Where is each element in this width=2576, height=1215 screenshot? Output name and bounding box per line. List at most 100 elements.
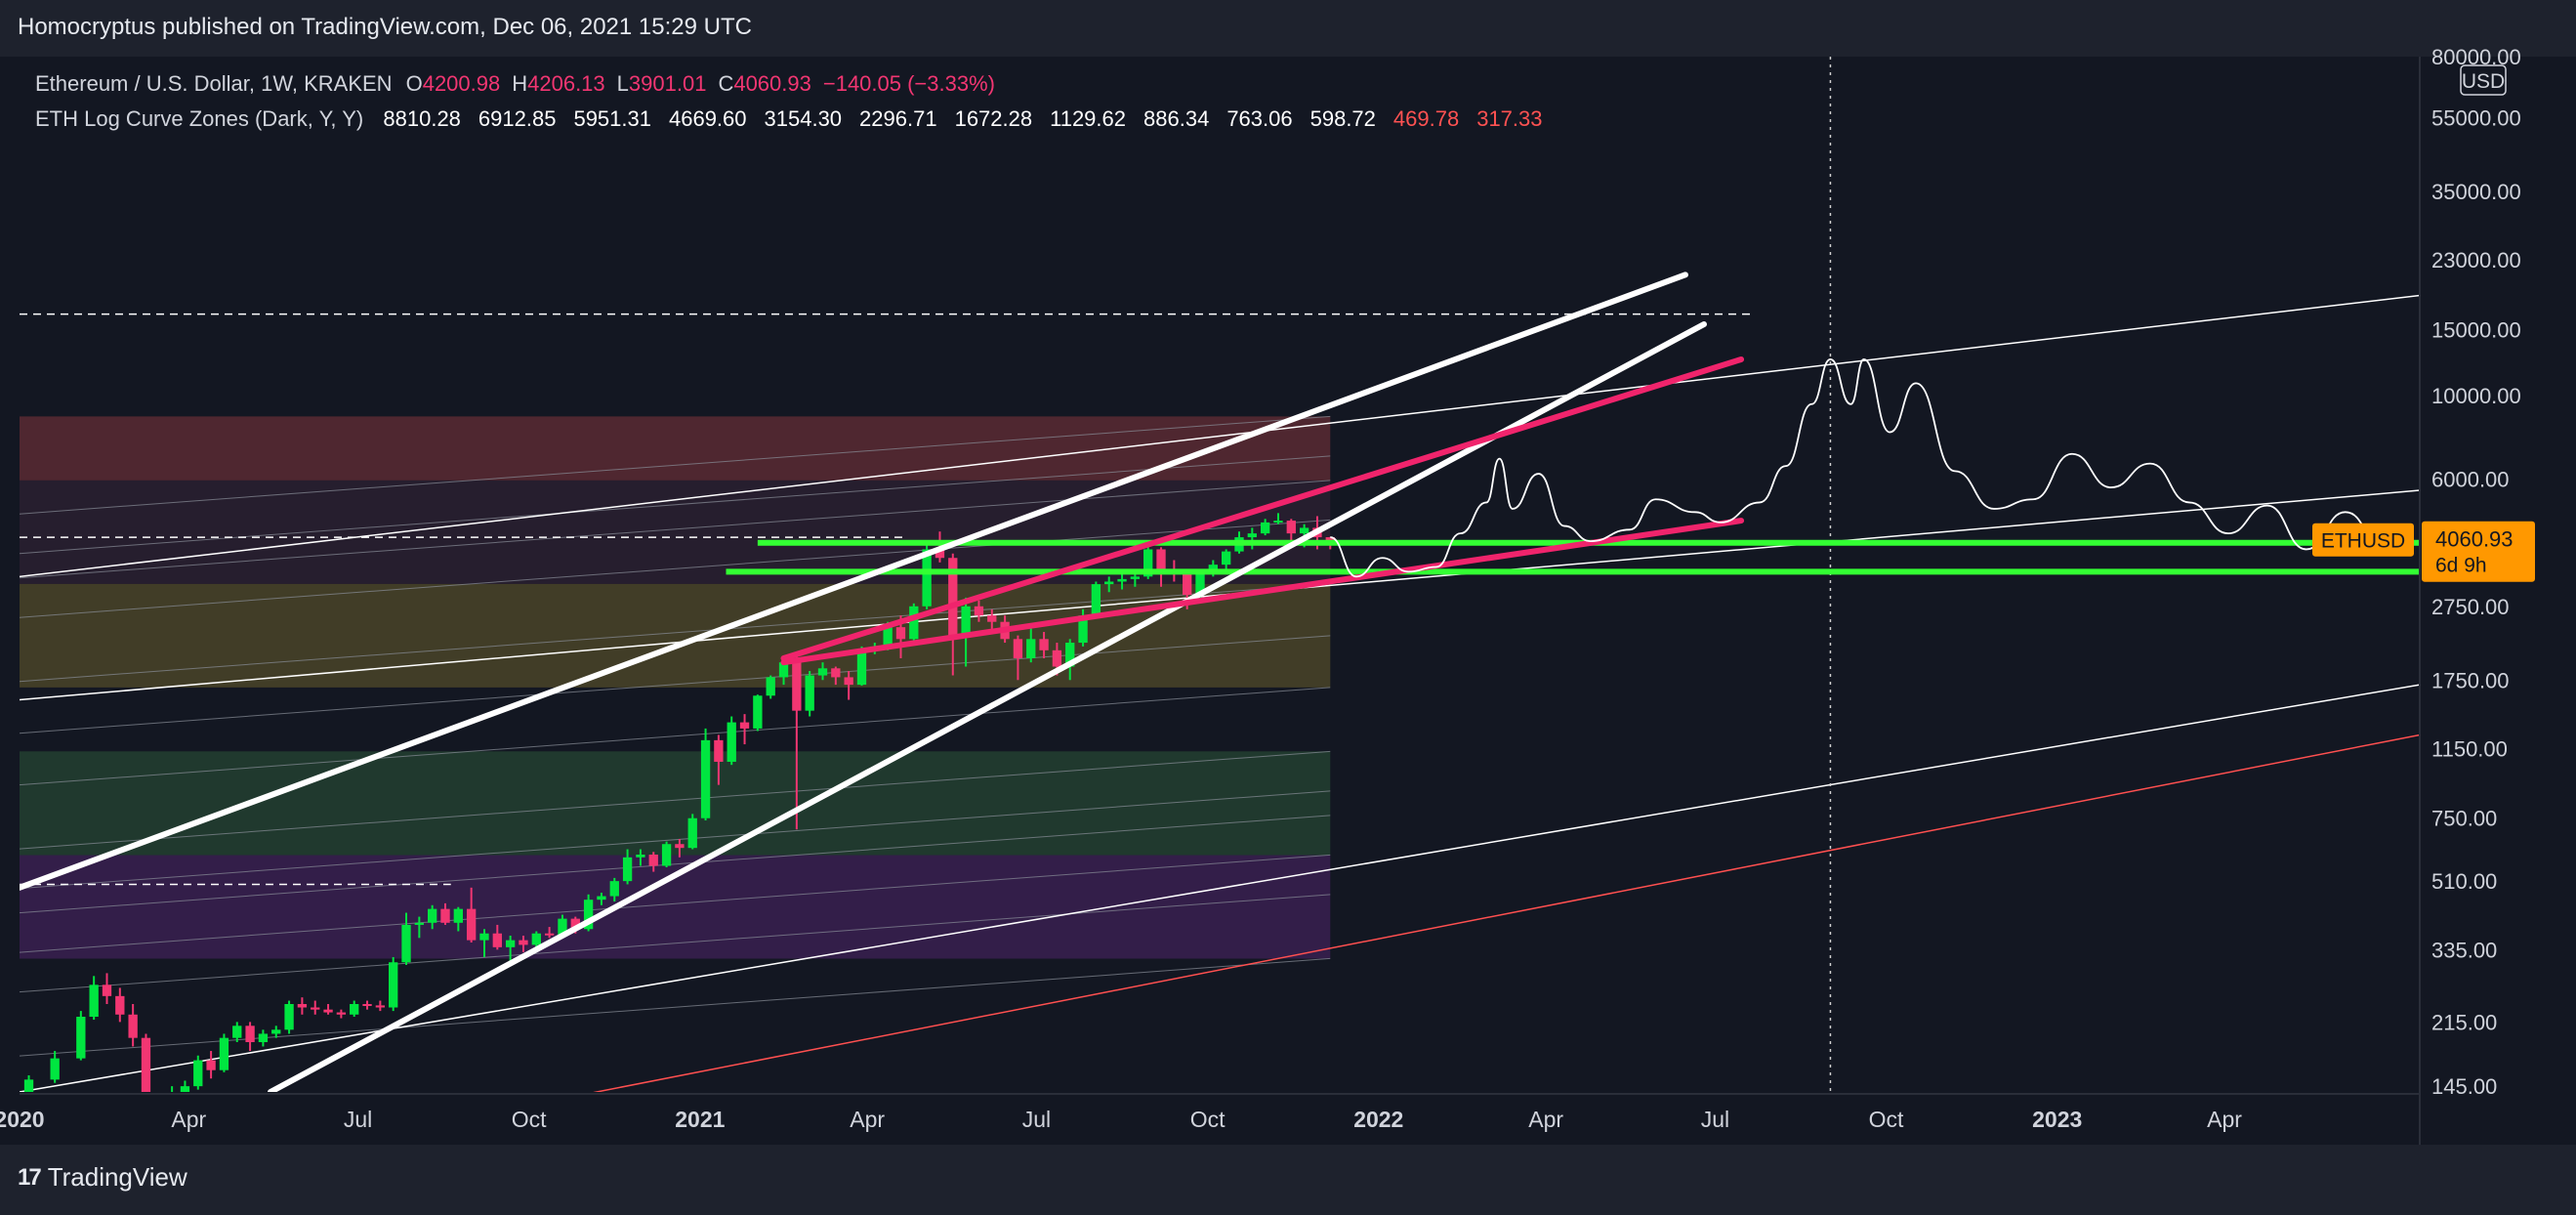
symbol-name: Ethereum / U.S. Dollar, 1W, KRAKEN (35, 71, 393, 96)
candle-body (687, 817, 697, 849)
candle-body (23, 1079, 34, 1092)
candle-body (753, 695, 763, 729)
candle-body (766, 677, 775, 696)
indicator-value: 3154.30 (764, 106, 843, 131)
currency-label: USD (2462, 70, 2505, 93)
x-tick-label: Jul (1701, 1107, 1729, 1132)
candle-body (453, 908, 463, 923)
trend-line (780, 518, 1745, 666)
y-tick-label: 23000.00 (2431, 248, 2521, 272)
candle-body (336, 1012, 347, 1015)
symbol-legend-row: Ethereum / U.S. Dollar, 1W, KRAKEN O4200.… (35, 66, 1560, 102)
candle-body (440, 908, 450, 923)
candle-body (778, 662, 789, 678)
candle-body (180, 1086, 190, 1092)
candle-body (1143, 549, 1153, 577)
candle-body (1183, 573, 1192, 596)
candle-body (856, 649, 867, 686)
trend-line (20, 272, 1688, 891)
x-tick-label: Apr (1528, 1107, 1563, 1132)
published-info: Homocryptus published on TradingView.com… (18, 14, 752, 40)
plot-area (20, 57, 2420, 1117)
candle-body (700, 739, 711, 818)
candle-body (948, 558, 958, 636)
candle-body (987, 615, 997, 622)
zone-line (20, 687, 1331, 786)
chart-legend: Ethereum / U.S. Dollar, 1W, KRAKEN O4200.… (35, 66, 1560, 137)
y-tick-label: 750.00 (2431, 807, 2497, 831)
candle-body (570, 918, 580, 930)
candle-body (154, 1102, 163, 1117)
x-tick-label: 2023 (2032, 1107, 2082, 1132)
indicator-values: 8810.28 6912.85 5951.31 4669.60 3154.30 2296.… (383, 106, 1559, 131)
candle-body (727, 722, 736, 762)
candle-body (817, 668, 828, 676)
candle-body (245, 1026, 255, 1043)
indicator-value: 1672.28 (954, 106, 1033, 131)
candle-body (648, 854, 658, 866)
candle-body (428, 908, 437, 923)
indicator-value: 4669.60 (668, 106, 747, 131)
candle-body (1104, 581, 1114, 585)
candle-body (362, 1003, 372, 1006)
indicator-value: 763.06 (1226, 106, 1293, 131)
candle-body (1078, 615, 1088, 644)
candle-body (206, 1060, 216, 1070)
candle-body (519, 940, 528, 945)
candle-body (935, 549, 945, 559)
zone-line (20, 415, 1331, 515)
change-value: −140.05 (−3.33%) (822, 71, 995, 96)
candle-body (401, 924, 411, 963)
candle-body (466, 908, 477, 941)
candle-body (1091, 584, 1101, 616)
candle-body (271, 1029, 281, 1034)
log-curve-line (20, 684, 2420, 1092)
candle-body (883, 627, 893, 647)
zone-line (20, 815, 1331, 914)
x-tick-label: Apr (2207, 1107, 2242, 1132)
candle-body (609, 881, 619, 897)
zone-line (20, 455, 1331, 555)
candle-body (193, 1060, 203, 1087)
y-tick-label: 1150.00 (2431, 736, 2508, 761)
y-tick-label: 145.00 (2431, 1074, 2497, 1099)
candle-body (739, 722, 750, 729)
candle-body (636, 854, 645, 858)
candle-body (89, 985, 99, 1018)
y-tick-label: 55000.00 (2431, 106, 2521, 131)
candle-body (1026, 639, 1036, 658)
candle-body (1156, 549, 1166, 572)
candle-body (792, 662, 802, 711)
candle-body (1221, 551, 1231, 566)
candle-body (115, 995, 125, 1015)
price-tag-countdown: 6d 9h (2435, 555, 2487, 577)
candle-body (219, 1037, 229, 1070)
candle-body (50, 1058, 60, 1080)
candle-body (714, 739, 724, 762)
zone-line (20, 790, 1331, 890)
candle-body (505, 940, 516, 947)
candle-body (76, 1017, 86, 1059)
candle-body (1052, 649, 1062, 667)
candle-body (1039, 639, 1049, 650)
x-tick-label: Oct (1869, 1107, 1904, 1132)
x-tick-label: Oct (1190, 1107, 1226, 1132)
x-tick-label: Apr (171, 1107, 206, 1132)
candle-body (389, 962, 398, 1008)
price-tag-value: 4060.93 (2435, 527, 2514, 552)
log-curve-line (593, 733, 2420, 1092)
y-tick-label: 35000.00 (2431, 180, 2521, 204)
x-tick-label: 2022 (1353, 1107, 1403, 1132)
candle-body (844, 677, 853, 686)
candle-body (544, 933, 555, 936)
y-tick-label: 10000.00 (2431, 384, 2521, 408)
candle-body (141, 1037, 151, 1092)
symbol-tag (2312, 523, 2414, 557)
candle-body (258, 1033, 269, 1043)
candle-body (492, 933, 502, 947)
candle-body (232, 1026, 242, 1038)
candle-body (323, 1009, 333, 1013)
candle-body (1273, 521, 1283, 524)
tradingview-logo[interactable]: 17 TradingView (18, 1162, 187, 1193)
